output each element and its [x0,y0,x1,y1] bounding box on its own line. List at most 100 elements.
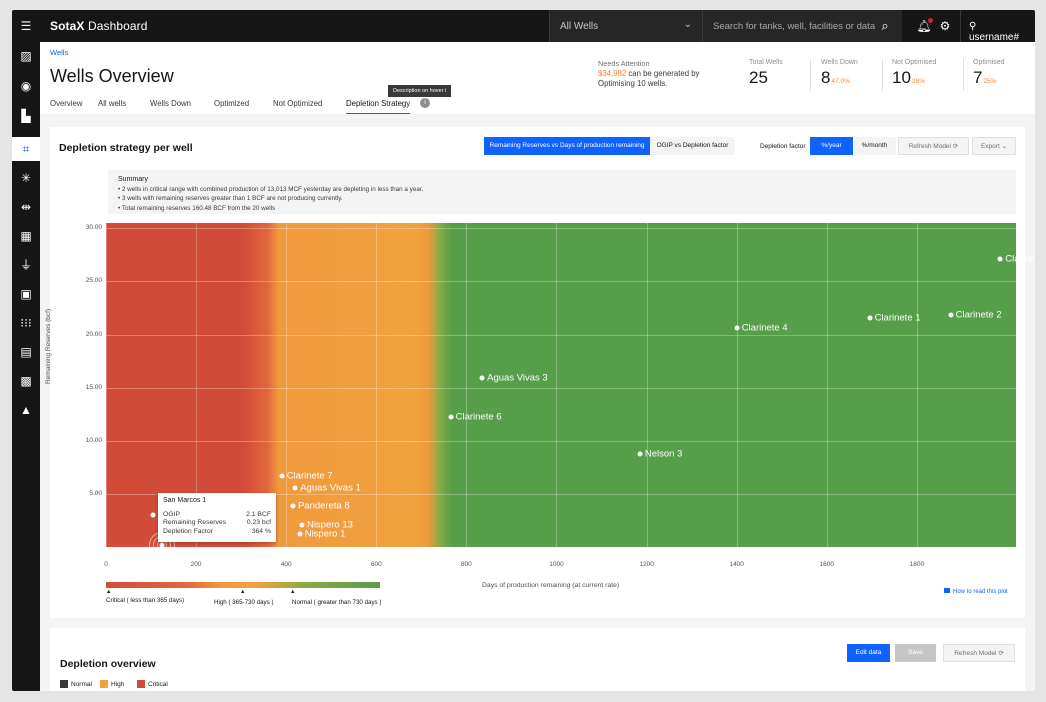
how-to-read-link[interactable]: How to read this plot [944,588,1008,595]
wells-select[interactable]: All Wells ⌄ [549,10,702,42]
pump-icon[interactable]: ⏚ [19,258,32,272]
x-gridline [196,223,198,547]
notification-badge [928,18,933,23]
tab-overview[interactable]: Overview [50,99,83,108]
unit-per-month-button[interactable]: %/month [853,137,896,155]
x-gridline [916,223,918,547]
legend-high: High ( 365-730 days ) [214,599,274,606]
page-title: Wells Overview [50,66,174,86]
save-button[interactable]: Save [895,644,936,662]
sidebar: ☰ ▨ ◉ ▙ ⌗ ✳ ⇹ ▦ ⏚ ▣ ⁝⁝⁝ ▤ ▩ ▲ [12,10,40,691]
well-point-label: Aguas Vivas 1 [300,482,361,493]
menu-icon[interactable]: ☰ [20,19,32,33]
dashboard-chart-icon[interactable]: ▨ [20,49,32,63]
y-gridline [106,440,1016,442]
well-point[interactable] [867,315,873,321]
well-point[interactable] [479,375,485,381]
well-point[interactable] [637,451,643,457]
well-point-label: Nelson 3 [644,448,683,460]
unit-per-year-button[interactable]: %/year [810,137,853,155]
summary-line: Total remaining reserves 160.48 BCF from… [121,204,276,212]
user-icon: ⚲ [969,21,977,32]
info-icon[interactable]: i [420,98,430,108]
legend-marker: ▲ [290,589,296,595]
well-point[interactable] [159,542,165,548]
x-gridline [826,223,828,547]
well-point-label: Clarinete 7 [286,470,333,482]
well-point[interactable] [448,414,454,420]
x-tick-label: 400 [280,561,292,568]
well-point[interactable] [734,325,740,331]
well-point-label: Aguas Vivas 3 [487,372,548,384]
x-tick-label: 1400 [729,561,744,568]
pipeline-icon[interactable]: ⇹ [20,200,32,214]
x-tick-label: 1200 [639,561,654,568]
legend-critical: Critical ( less than 365 days) [106,597,185,604]
page-header: Wells Wells Overview Overview All wells … [40,42,1035,114]
y-tick-label: 15.00 [85,383,102,391]
view-ogip-vs-depletion-button[interactable]: OGIP vs Depletion factor [650,137,735,155]
well-point[interactable] [279,473,285,479]
well-point-label: Clarinete 2 [955,309,1002,321]
x-tick-label: 1600 [819,561,835,568]
x-tick-label: 200 [190,561,202,568]
tab-all-wells[interactable]: All wells [98,99,127,108]
well-point[interactable] [150,512,156,518]
y-tick-label: 5.00 [89,489,102,497]
kpi-not-optimised[interactable]: Not Optimised 1028% [892,59,937,87]
kpi-optimised[interactable]: Optimised 725% [973,59,1005,87]
breadcrumb[interactable]: Wells [50,48,69,57]
sidebar-active-item[interactable] [12,137,40,161]
warning-icon[interactable]: ▲ [20,403,32,417]
network-icon[interactable]: ✳ [20,171,32,185]
kpi-wells-down[interactable]: Wells Down 847.0% [821,59,858,87]
settings-icon[interactable]: ⚙ [939,19,951,33]
app-frame: ☰ ▨ ◉ ▙ ⌗ ✳ ⇹ ▦ ⏚ ▣ ⁝⁝⁝ ▤ ▩ ▲ SotaX Dash… [12,10,1035,691]
well-point[interactable] [997,256,1003,262]
refresh-model-button[interactable]: Refresh Model ⟳ [898,137,969,155]
well-point-label: Clarinete 1 [874,312,921,324]
view-reserves-vs-days-button[interactable]: Remaining Reserves vs Days of production… [484,137,650,155]
x-gridline [466,223,468,547]
tab-depletion-strategy[interactable]: Depletion Strategy [346,97,411,114]
overview-refresh-button[interactable]: Refresh Model ⟳ [943,644,1015,662]
truck-icon[interactable]: ▩ [20,374,32,388]
wells-icon[interactable]: ⌗ [22,142,30,156]
y-gridline [106,493,1016,495]
tab-not-optimized[interactable]: Not Optimized [273,99,323,108]
x-tick-label: 1800 [909,561,925,568]
user-menu[interactable]: ⚲ username# [960,10,1035,43]
search-input[interactable]: Search for tanks, well, facilities or da… [702,10,902,42]
y-gridline [106,228,1016,230]
well-point-label: Clarinete 4 [741,322,788,334]
export-button[interactable]: Export ⌄ [972,137,1016,155]
legend-marker: ▲ [240,589,246,595]
kpi-total-wells[interactable]: Total Wells 25 [749,59,783,87]
well-point[interactable] [292,485,298,490]
x-tick-label: 0 [104,561,108,568]
edit-data-button[interactable]: Edit data [847,644,890,662]
tab-optimized[interactable]: Optimized [214,99,250,108]
device-icon[interactable]: ▣ [20,287,32,301]
plant-icon[interactable]: ▦ [20,229,32,243]
well-point[interactable] [299,522,305,528]
well-point-label: Nispero 1 [304,528,346,540]
legend-high-item: High [100,680,124,688]
tab-wells-down[interactable]: Wells Down [150,99,192,108]
well-point[interactable] [290,503,296,509]
well-point[interactable] [948,312,954,318]
app-title[interactable]: SotaX Dashboard [50,19,148,33]
search-icon[interactable]: ⌕ [881,18,889,33]
facility-icon[interactable]: ▙ [21,109,31,123]
depletion-factor-label: Depletion factor [760,143,806,150]
notification-icon[interactable]: 🔔︎ [916,19,932,33]
report-icon[interactable]: ▤ [20,345,32,359]
location-icon[interactable]: ◉ [20,79,32,93]
summary-line: 2 wells in critical range with combined … [121,185,424,193]
well-point[interactable] [297,531,303,537]
depletion-legend-bar [106,582,380,588]
grid-icon[interactable]: ⁝⁝⁝ [20,316,32,330]
y-tick-label: 25.00 [85,277,102,285]
refresh-icon: ⟳ [998,650,1004,657]
x-tick-label: 1000 [549,561,564,568]
